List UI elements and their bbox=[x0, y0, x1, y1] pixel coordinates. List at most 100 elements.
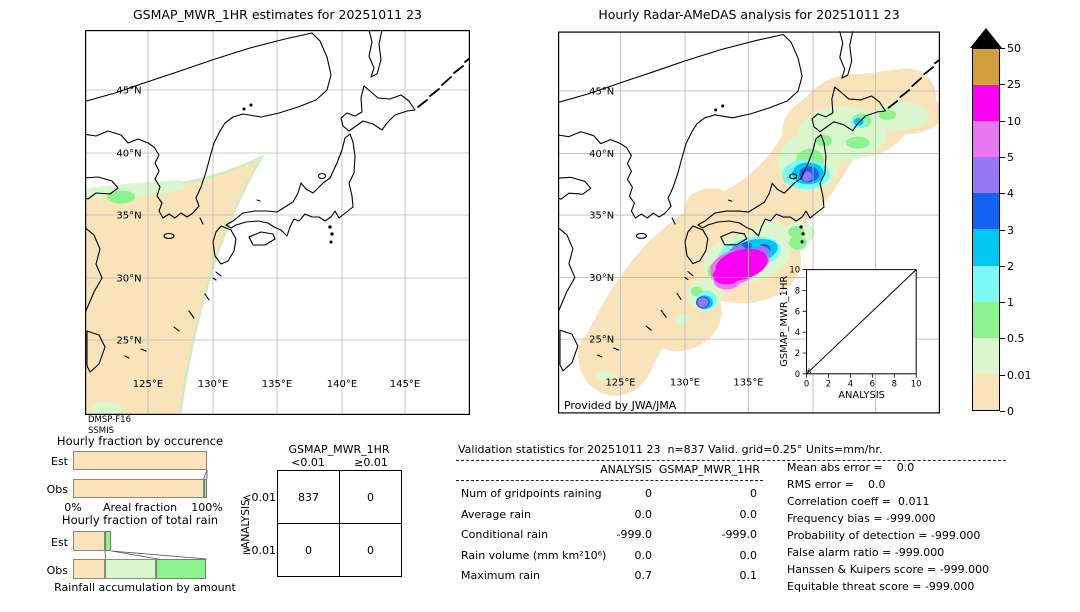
colorbar-label: 5 bbox=[1007, 151, 1014, 164]
left-map-tick-labels: 45°N 40°N 35°N 30°N 25°N 125°E 130°E 135… bbox=[116, 86, 420, 391]
table-title: GSMAP_MWR_1HR bbox=[288, 443, 390, 456]
lon-tick: 130°E bbox=[198, 379, 228, 390]
x-axis-label: Rainfall accumulation by amount bbox=[54, 581, 236, 594]
colorbar-label: 0 bbox=[1007, 405, 1014, 418]
scatter-inset: 0 2 4 6 8 10 10 8 6 4 2 0 ANALYSIS GSMAP… bbox=[779, 265, 921, 402]
stat-gsmap-value: 0 bbox=[750, 487, 757, 500]
lat-tick: 35°N bbox=[116, 211, 141, 222]
lat-tick: 40°N bbox=[589, 149, 614, 160]
svg-text:0: 0 bbox=[804, 379, 809, 389]
left-map-gridlines bbox=[85, 30, 470, 415]
svg-text:10: 10 bbox=[911, 379, 922, 389]
lon-tick: 140°E bbox=[327, 379, 357, 390]
left-map-source: DMSP-F16 SSMIS bbox=[88, 415, 131, 436]
colorbar-label: 50 bbox=[1007, 42, 1021, 55]
lon-tick: 135°E bbox=[733, 378, 763, 389]
colorbar-segment bbox=[973, 229, 999, 266]
row-label-est: Est bbox=[51, 455, 68, 468]
x-axis-label: Areal fraction bbox=[102, 501, 178, 514]
rain-10-25 bbox=[712, 248, 768, 285]
summary-line: Equitable threat score = -999.000 bbox=[787, 580, 975, 593]
lon-tick: 145°E bbox=[390, 379, 420, 390]
stat-row-label: Average rain bbox=[461, 508, 531, 521]
left-map-title: GSMAP_MWR_1HR estimates for 20251011 23 bbox=[133, 7, 422, 22]
stat-row-label: Rain volume (mm km²10⁶) bbox=[461, 549, 607, 562]
right-map-gridlines bbox=[558, 31, 940, 414]
obs-bar bbox=[73, 479, 207, 498]
colorbar-segment bbox=[973, 301, 999, 338]
colorbar-label: 1 bbox=[1007, 296, 1014, 309]
summary-line: Frequency bias = -999.000 bbox=[787, 512, 936, 525]
summary-line: False alarm ratio = -999.000 bbox=[787, 546, 945, 559]
bar-segment bbox=[73, 479, 204, 498]
left-map: 45°N 40°N 35°N 30°N 25°N 125°E 130°E 135… bbox=[85, 30, 470, 415]
contingency-grid: 837 0 0 0 bbox=[277, 470, 402, 577]
x-min-label: 0% bbox=[64, 501, 82, 514]
lat-tick: 30°N bbox=[589, 273, 614, 284]
chart-title: Hourly fraction of total rain bbox=[61, 513, 219, 527]
colorbar-label: 0.01 bbox=[1007, 369, 1032, 382]
colorbar-segment bbox=[973, 49, 999, 86]
colorbar-label: 0.5 bbox=[1007, 332, 1025, 345]
est-bar bbox=[73, 531, 207, 551]
col-header: ≥0.01 bbox=[354, 456, 388, 469]
svg-text:6: 6 bbox=[795, 306, 800, 316]
right-map-title: Hourly Radar-AMeDAS analysis for 2025101… bbox=[598, 7, 900, 22]
cell-false-alarm: 0 bbox=[339, 470, 402, 524]
row-label-est: Est bbox=[51, 536, 68, 549]
svg-text:6: 6 bbox=[870, 379, 875, 389]
right-map-tick-labels: 45°N 40°N 35°N 30°N 25°N 125°E 130°E 135… bbox=[589, 87, 763, 389]
stats-header: Validation statistics for 20251011 23 n=… bbox=[458, 443, 883, 456]
inset-tick-labels: 0 2 4 6 8 10 10 8 6 4 2 0 bbox=[789, 265, 921, 389]
row-header: <0.01 bbox=[242, 491, 276, 504]
divider bbox=[456, 460, 1006, 461]
x-max-label: 100% bbox=[191, 501, 223, 514]
svg-text:2: 2 bbox=[795, 348, 800, 358]
cell-miss: 0 bbox=[277, 523, 340, 577]
stat-row-label: Maximum rain bbox=[461, 569, 540, 582]
colorbar-segment bbox=[973, 193, 999, 230]
stat-analysis-value: 0.0 bbox=[634, 508, 653, 521]
lat-tick: 45°N bbox=[589, 87, 614, 98]
colorbar-label: 2 bbox=[1007, 260, 1014, 273]
svg-text:0: 0 bbox=[795, 369, 800, 379]
bar-segment bbox=[203, 479, 207, 498]
colorbar-label: 25 bbox=[1007, 78, 1021, 91]
cell-hit: 837 bbox=[277, 470, 340, 524]
lat-tick: 25°N bbox=[589, 335, 614, 346]
lat-tick: 30°N bbox=[116, 274, 141, 285]
svg-text:8: 8 bbox=[795, 285, 800, 295]
lon-tick: 125°E bbox=[133, 379, 163, 390]
divider bbox=[456, 480, 763, 481]
stat-row-label: Num of gridpoints raining bbox=[461, 487, 602, 500]
bar-segment bbox=[73, 451, 207, 470]
inset-ylabel: GSMAP_MWR_1HR bbox=[779, 276, 790, 367]
est-obs-connectors bbox=[203, 469, 208, 480]
colorbar-overflow-triangle bbox=[970, 28, 1002, 48]
stat-analysis-value: 0.7 bbox=[634, 569, 653, 582]
right-map: 45°N 40°N 35°N 30°N 25°N 125°E 130°E 135… bbox=[558, 30, 940, 414]
svg-text:2: 2 bbox=[826, 379, 831, 389]
lat-tick: 35°N bbox=[589, 211, 614, 222]
est-bar bbox=[73, 451, 207, 470]
summary-line: Probability of detection = -999.000 bbox=[787, 529, 981, 542]
summary-line: RMS error = 0.0 bbox=[787, 478, 886, 491]
lat-tick: 40°N bbox=[116, 149, 141, 160]
colorbar-segment bbox=[973, 157, 999, 194]
colorbar-label: 3 bbox=[1007, 224, 1014, 237]
summary-line: Hanssen & Kuipers score = -999.000 bbox=[787, 563, 990, 576]
satellite-swath-shading bbox=[85, 153, 266, 415]
lat-tick: 45°N bbox=[116, 86, 141, 97]
inset-xlabel: ANALYSIS bbox=[838, 390, 885, 401]
colorbar-segment bbox=[973, 265, 999, 302]
colorbar-scale bbox=[972, 48, 1000, 411]
lon-tick: 125°E bbox=[605, 378, 635, 389]
bar-segment bbox=[105, 531, 112, 551]
lat-tick: 25°N bbox=[116, 336, 141, 347]
svg-text:4: 4 bbox=[795, 327, 800, 337]
satellite-name: DMSP-F16 bbox=[88, 415, 131, 425]
inset-ticks bbox=[802, 269, 917, 378]
chart-title: Hourly fraction by occurence bbox=[56, 434, 224, 448]
credit-text: Provided by JWA/JMA bbox=[564, 399, 677, 412]
